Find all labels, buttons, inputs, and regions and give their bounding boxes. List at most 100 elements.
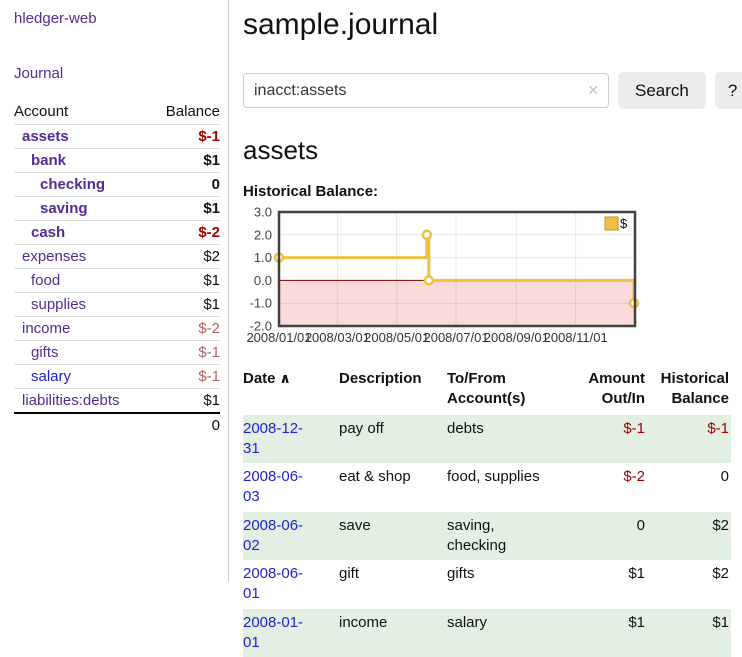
help-button[interactable]: ? <box>715 72 742 109</box>
account-row: income $-2 <box>14 317 220 341</box>
nav-journal-link[interactable]: Journal <box>14 65 63 82</box>
register-header-date[interactable]: Date∧ <box>243 366 339 415</box>
account-balance: $-1 <box>150 341 220 365</box>
account-balance: $-2 <box>150 221 220 245</box>
account-link-assets[interactable]: assets <box>22 128 69 145</box>
register-row: 2008-01-01 income salary $1 $1 <box>243 609 731 657</box>
account-link-gifts[interactable]: gifts <box>31 344 59 361</box>
account-link-supplies[interactable]: supplies <box>31 296 86 313</box>
historical-balance-chart: 3.02.01.00.0-1.0-2.02008/01/012008/03/01… <box>243 206 645 346</box>
transaction-balance: $1 <box>647 609 731 657</box>
transaction-date-link[interactable]: 2008-06-01 <box>243 565 303 602</box>
hledger-web-app: hledger-web Journal Account Balance asse… <box>0 0 742 582</box>
svg-text:2008/07/01: 2008/07/01 <box>423 330 488 345</box>
svg-text:$: $ <box>620 216 628 231</box>
account-row: cash $-2 <box>14 221 220 245</box>
transaction-date-link[interactable]: 2008-12-31 <box>243 420 303 457</box>
register-row: 2008-06-03 eat & shop food, supplies $-2… <box>243 463 731 512</box>
account-balance: $1 <box>150 389 220 414</box>
transaction-accounts: saving, checking <box>447 512 569 561</box>
transaction-amount: $-1 <box>569 415 647 464</box>
search-button[interactable]: Search <box>618 72 706 109</box>
search-input[interactable] <box>243 73 609 108</box>
svg-text:2.0: 2.0 <box>254 227 272 242</box>
svg-text:-1.0: -1.0 <box>250 296 272 311</box>
search-box: ✕ <box>243 73 609 108</box>
transaction-amount: 0 <box>569 512 647 561</box>
accounts-header-account: Account <box>14 100 150 125</box>
register-header-description: Description <box>339 366 447 415</box>
transaction-description: pay off <box>339 415 447 464</box>
account-link-checking[interactable]: checking <box>40 176 105 193</box>
svg-text:2008/09/01: 2008/09/01 <box>484 330 549 345</box>
account-link-expenses[interactable]: expenses <box>22 248 86 265</box>
transaction-amount: $-2 <box>569 463 647 512</box>
transaction-balance: $2 <box>647 560 731 609</box>
account-row: bank $1 <box>14 149 220 173</box>
page-title: sample.journal <box>243 8 742 42</box>
accounts-header-balance: Balance <box>150 100 220 125</box>
account-link-saving[interactable]: saving <box>40 200 88 217</box>
accounts-total-balance: 0 <box>150 413 220 437</box>
clear-search-icon[interactable]: ✕ <box>587 81 599 99</box>
transaction-description: income <box>339 609 447 657</box>
transaction-date-link[interactable]: 2008-01-01 <box>243 614 303 651</box>
account-balance: $1 <box>150 293 220 317</box>
account-balance: $1 <box>150 269 220 293</box>
transaction-description: eat & shop <box>339 463 447 512</box>
account-balance: $2 <box>150 245 220 269</box>
account-row: gifts $-1 <box>14 341 220 365</box>
transaction-date-link[interactable]: 2008-06-02 <box>243 517 303 554</box>
account-row: checking 0 <box>14 173 220 197</box>
transaction-accounts: salary <box>447 609 569 657</box>
register-row: 2008-06-01 gift gifts $1 $2 <box>243 560 731 609</box>
transaction-description: gift <box>339 560 447 609</box>
transaction-balance: 0 <box>647 463 731 512</box>
register-header-amount: Amount Out/In <box>569 366 647 415</box>
transaction-accounts: gifts <box>447 560 569 609</box>
main-content: sample.journal ✕ Search ? assets Histori… <box>229 0 742 582</box>
svg-text:2008/05/01: 2008/05/01 <box>364 330 429 345</box>
transaction-accounts: debts <box>447 415 569 464</box>
app-title-link[interactable]: hledger-web <box>14 10 97 27</box>
register-table: Date∧ Description To/From Account(s) Amo… <box>243 366 731 657</box>
register-row: 2008-06-02 save saving, checking 0 $2 <box>243 512 731 561</box>
svg-text:3.0: 3.0 <box>254 206 272 220</box>
account-link-income[interactable]: income <box>22 320 70 337</box>
account-row: supplies $1 <box>14 293 220 317</box>
account-balance: $-1 <box>150 365 220 389</box>
sidebar-nav: Journal <box>14 65 220 82</box>
svg-text:1.0: 1.0 <box>254 250 272 265</box>
account-row: assets $-1 <box>14 125 220 149</box>
sidebar: hledger-web Journal Account Balance asse… <box>0 0 229 582</box>
chart-title: Historical Balance: <box>243 183 742 200</box>
register-header-accounts: To/From Account(s) <box>447 366 569 415</box>
svg-text:0.0: 0.0 <box>254 273 272 288</box>
register-row: 2008-12-31 pay off debts $-1 $-1 <box>243 415 731 464</box>
account-row: liabilities:debts $1 <box>14 389 220 414</box>
svg-text:2008/01/01: 2008/01/01 <box>246 330 311 345</box>
account-balance: $1 <box>150 149 220 173</box>
transaction-accounts: food, supplies <box>447 463 569 512</box>
account-row: expenses $2 <box>14 245 220 269</box>
account-balance: $1 <box>150 197 220 221</box>
transaction-date-link[interactable]: 2008-06-03 <box>243 468 303 505</box>
account-link-cash[interactable]: cash <box>31 224 65 241</box>
account-link-liabilities-debts[interactable]: liabilities:debts <box>22 392 120 409</box>
svg-text:2008/03/01: 2008/03/01 <box>305 330 370 345</box>
account-balance: $-2 <box>150 317 220 341</box>
search-form: ✕ Search ? <box>243 72 742 109</box>
svg-text:2008/11/01: 2008/11/01 <box>544 330 608 345</box>
account-heading: assets <box>243 135 742 166</box>
accounts-table: Account Balance assets $-1 bank $1 check… <box>14 100 220 437</box>
transaction-amount: $1 <box>569 609 647 657</box>
account-balance: 0 <box>150 173 220 197</box>
account-row: saving $1 <box>14 197 220 221</box>
account-link-salary[interactable]: salary <box>31 368 71 385</box>
account-link-bank[interactable]: bank <box>31 152 66 169</box>
accounts-total-row: 0 <box>14 413 220 437</box>
account-link-food[interactable]: food <box>31 272 60 289</box>
account-row: food $1 <box>14 269 220 293</box>
transaction-description: save <box>339 512 447 561</box>
transaction-amount: $1 <box>569 560 647 609</box>
